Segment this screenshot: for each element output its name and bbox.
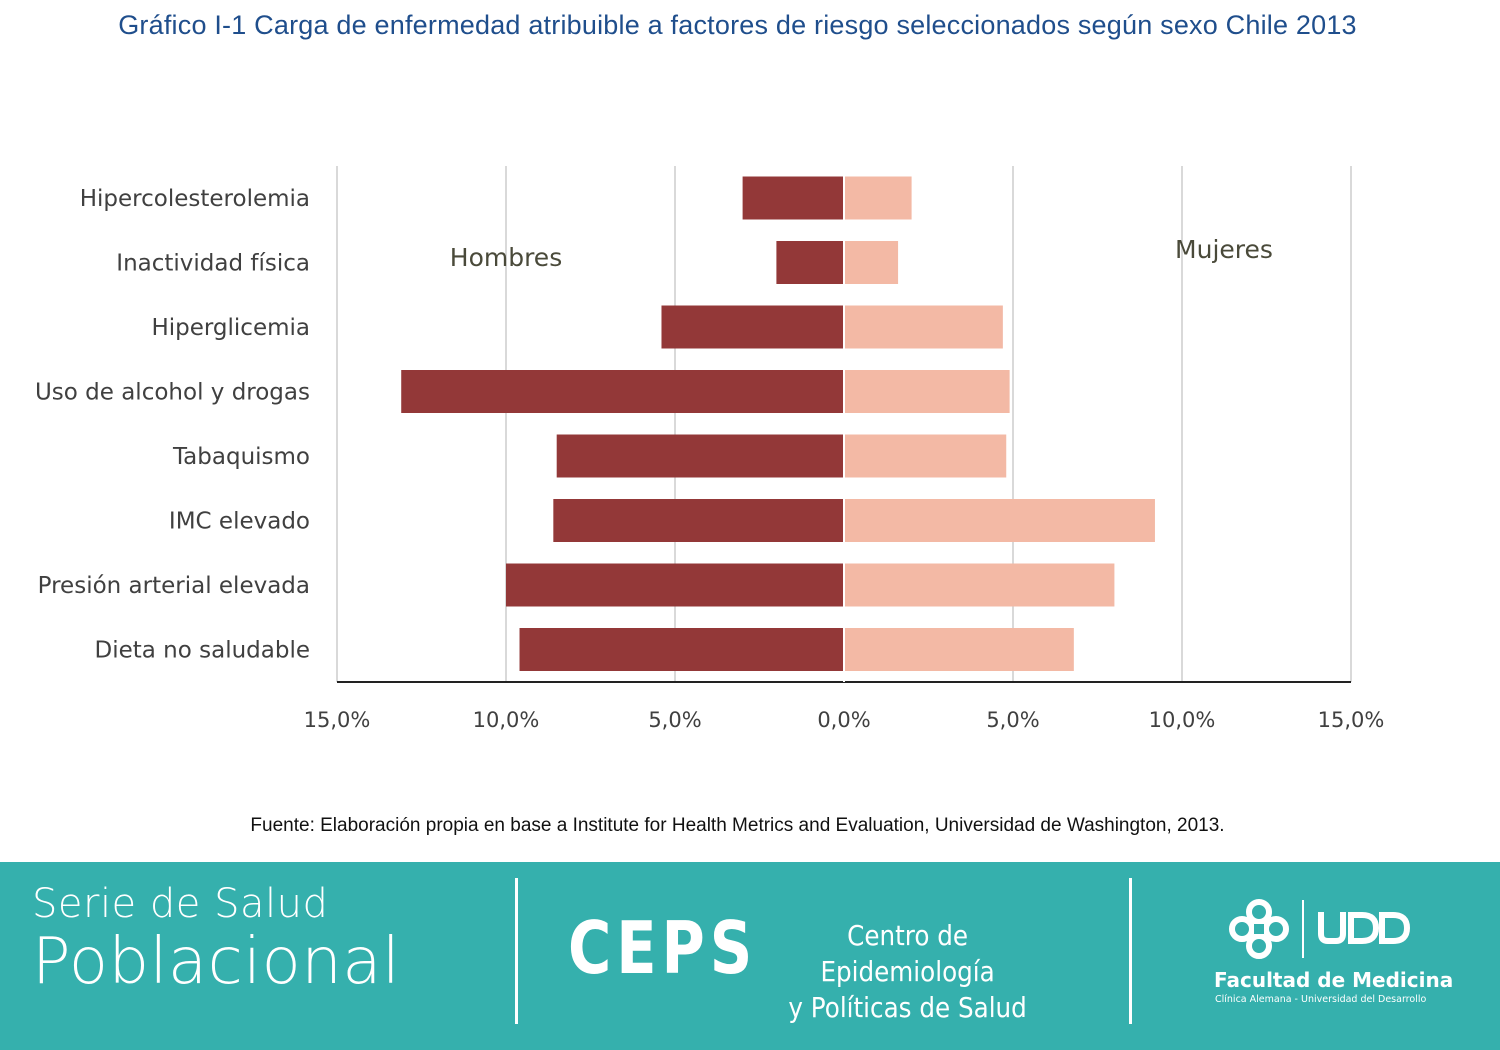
bar-hombres: [776, 241, 844, 284]
ceps-full-name: Centro de Epidemiología y Políticas de S…: [780, 918, 1035, 1026]
bars: [401, 176, 1155, 671]
category-label: Tabaquismo: [172, 444, 310, 470]
risk-factor-pyramid-chart: 15,0% 10,0% 5,0% 0,0% 5,0% 10,0% 15,0% Hiperco…: [35, 166, 1385, 732]
series-title-line2: Poblacional: [32, 925, 401, 999]
x-tick-label: 15,0%: [304, 708, 371, 732]
clinica-alemana-logo-icon: [1229, 899, 1289, 959]
series-label-mujeres: Mujeres: [1175, 235, 1273, 264]
bar-hombres: [401, 370, 844, 413]
x-tick-label: 0,0%: [817, 708, 870, 732]
udd-logo-icon: [1318, 912, 1410, 944]
bar-mujeres: [844, 241, 899, 284]
bar-hombres: [553, 499, 844, 542]
ceps-logo-text: CEPS: [568, 906, 758, 990]
bar-mujeres: [844, 499, 1155, 542]
x-tick-label: 10,0%: [1149, 708, 1216, 732]
chart-title: Gráfico I-1 Carga de enfermedad atribuib…: [118, 10, 1357, 40]
footer-banner: Serie de Salud Poblacional CEPS Centro d…: [0, 862, 1500, 1050]
bar-hombres: [519, 628, 844, 671]
bar-mujeres: [844, 563, 1115, 607]
ceps-name-line2: y Políticas de Salud: [788, 991, 1027, 1024]
bar-hombres: [742, 176, 844, 220]
logo-divider: [1302, 900, 1304, 958]
x-tick-label: 10,0%: [473, 708, 540, 732]
category-labels: Hipercolesterolemia Inactividad física Hip…: [35, 186, 310, 664]
category-label: Hiperglicemia: [151, 315, 310, 341]
category-label: Dieta no saludable: [94, 638, 310, 664]
x-tick-label: 5,0%: [986, 708, 1039, 732]
bar-mujeres: [844, 628, 1074, 671]
bar-mujeres: [844, 370, 1010, 413]
category-label: Hipercolesterolemia: [80, 186, 310, 212]
footer-divider-right: [1129, 878, 1132, 1024]
category-label: Presión arterial elevada: [38, 573, 310, 599]
series-title-line1: Serie de Salud: [32, 881, 329, 927]
series-label-hombres: Hombres: [450, 243, 562, 272]
bar-hombres: [506, 563, 844, 607]
category-label: IMC elevado: [169, 509, 310, 535]
bar-mujeres: [844, 176, 912, 220]
category-label: Inactividad física: [116, 251, 310, 277]
x-tick-label: 5,0%: [648, 708, 701, 732]
faculty-subtitle: Clínica Alemana - Universidad del Desarr…: [1215, 994, 1427, 1005]
bar-mujeres: [844, 305, 1003, 349]
series-title: Serie de Salud Poblacional: [32, 884, 400, 994]
bar-hombres: [556, 434, 844, 478]
bar-hombres: [661, 305, 844, 349]
x-axis: 15,0% 10,0% 5,0% 0,0% 5,0% 10,0% 15,0%: [304, 681, 1385, 732]
ceps-name-line1: Centro de Epidemiología: [820, 919, 995, 988]
series-labels: Hombres Mujeres: [450, 235, 1273, 272]
faculty-name: Facultad de Medicina: [1214, 968, 1454, 992]
x-tick-label: 15,0%: [1318, 708, 1385, 732]
category-label: Uso de alcohol y drogas: [35, 380, 310, 406]
bar-mujeres: [844, 434, 1007, 478]
footer-divider-left: [515, 878, 518, 1024]
source-note: Fuente: Elaboración propia en base a Ins…: [250, 815, 1225, 836]
